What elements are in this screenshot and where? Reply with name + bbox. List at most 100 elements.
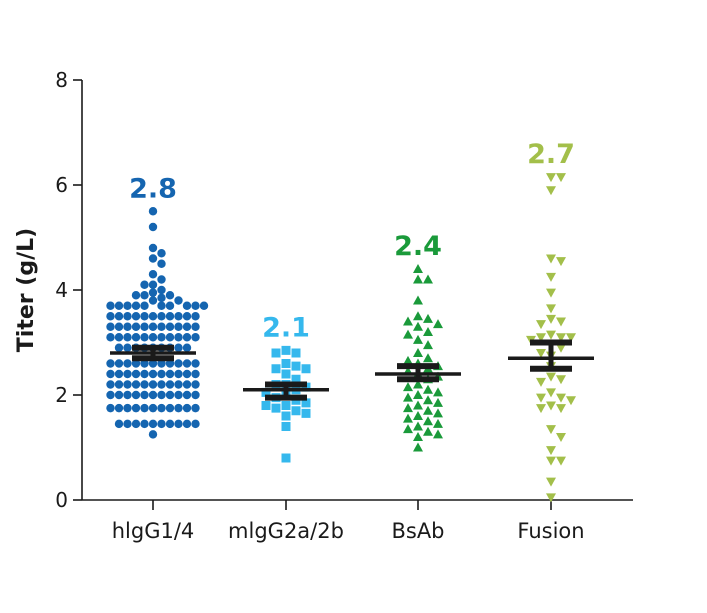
data-point xyxy=(433,429,443,439)
data-point xyxy=(413,390,423,399)
data-point xyxy=(546,493,556,503)
data-point xyxy=(157,249,166,258)
mean-value-label: 2.7 xyxy=(527,139,575,170)
data-point xyxy=(281,359,291,368)
mean-labels: 2.8 2.1 2.4 2.7 xyxy=(129,139,575,343)
data-point xyxy=(182,419,192,429)
data-point xyxy=(140,369,149,379)
data-point xyxy=(114,380,124,389)
data-points xyxy=(106,173,576,503)
data-point xyxy=(403,355,413,365)
data-point xyxy=(148,296,158,305)
data-point xyxy=(140,390,149,400)
data-point xyxy=(271,403,281,413)
data-point xyxy=(148,312,158,321)
data-point xyxy=(423,274,433,284)
data-point xyxy=(403,403,413,413)
data-point xyxy=(148,333,158,342)
data-point xyxy=(423,395,433,405)
data-point xyxy=(291,361,301,371)
data-point xyxy=(191,403,200,413)
data-point xyxy=(165,333,175,342)
data-point xyxy=(556,433,566,442)
data-point xyxy=(114,333,124,342)
data-point xyxy=(165,291,175,300)
data-point xyxy=(140,291,149,300)
data-point xyxy=(191,419,200,429)
data-point xyxy=(174,296,183,305)
data-point xyxy=(403,382,413,392)
data-point xyxy=(413,442,423,452)
data-point xyxy=(123,390,132,400)
data-point xyxy=(191,301,200,310)
data-point xyxy=(556,375,566,385)
data-point xyxy=(281,401,291,410)
data-point xyxy=(546,401,556,411)
data-point xyxy=(106,359,115,368)
data-point xyxy=(199,301,209,310)
data-point xyxy=(165,403,175,413)
data-point xyxy=(123,369,132,379)
data-point xyxy=(556,456,566,466)
data-point xyxy=(123,333,132,342)
data-point xyxy=(114,322,124,331)
data-point xyxy=(157,333,166,342)
mean-value-label: 2.8 xyxy=(129,173,177,204)
data-point xyxy=(165,419,175,429)
x-tick-label: BsAb xyxy=(391,519,444,543)
data-point xyxy=(165,322,175,331)
data-point xyxy=(114,403,124,413)
data-point xyxy=(301,408,311,418)
data-point xyxy=(148,430,158,439)
data-point xyxy=(271,348,281,358)
data-point xyxy=(566,333,576,343)
data-point xyxy=(157,403,166,413)
data-point xyxy=(148,280,158,289)
x-tick-label: hlgG1/4 xyxy=(112,519,195,543)
data-point xyxy=(106,312,115,321)
data-point xyxy=(157,359,166,368)
data-point xyxy=(123,343,132,352)
data-point xyxy=(114,312,124,321)
data-point xyxy=(131,301,141,310)
data-point xyxy=(123,403,132,413)
data-point xyxy=(174,403,183,413)
data-point xyxy=(403,424,413,434)
data-point xyxy=(413,274,423,284)
data-point xyxy=(114,390,124,400)
data-point xyxy=(413,334,423,344)
data-point xyxy=(556,404,566,414)
data-point xyxy=(423,340,433,350)
data-point xyxy=(148,419,158,429)
data-point xyxy=(291,406,301,416)
data-point xyxy=(148,288,158,297)
data-point xyxy=(131,291,141,300)
data-point xyxy=(546,288,556,298)
y-tick-label: 0 xyxy=(55,488,68,512)
data-point xyxy=(423,353,433,363)
data-point xyxy=(546,186,556,196)
data-point xyxy=(546,330,556,340)
data-point xyxy=(140,280,149,289)
mean-value-label: 2.4 xyxy=(394,231,442,262)
data-point xyxy=(114,359,124,368)
data-point xyxy=(174,312,183,321)
data-point xyxy=(556,173,566,183)
data-point xyxy=(182,343,192,352)
data-point xyxy=(191,369,200,379)
data-point xyxy=(123,380,132,389)
mean-value-label: 2.1 xyxy=(262,312,310,343)
data-point xyxy=(556,343,566,353)
mean-sem-bars xyxy=(110,339,594,401)
data-point xyxy=(423,405,433,415)
data-point xyxy=(566,396,576,406)
data-point xyxy=(403,329,413,339)
data-point xyxy=(174,390,183,400)
data-point xyxy=(131,322,141,331)
data-point xyxy=(191,380,200,389)
data-point xyxy=(140,333,149,342)
data-point xyxy=(413,295,423,305)
data-point xyxy=(114,369,124,379)
data-point xyxy=(123,359,132,368)
data-point xyxy=(114,343,124,352)
